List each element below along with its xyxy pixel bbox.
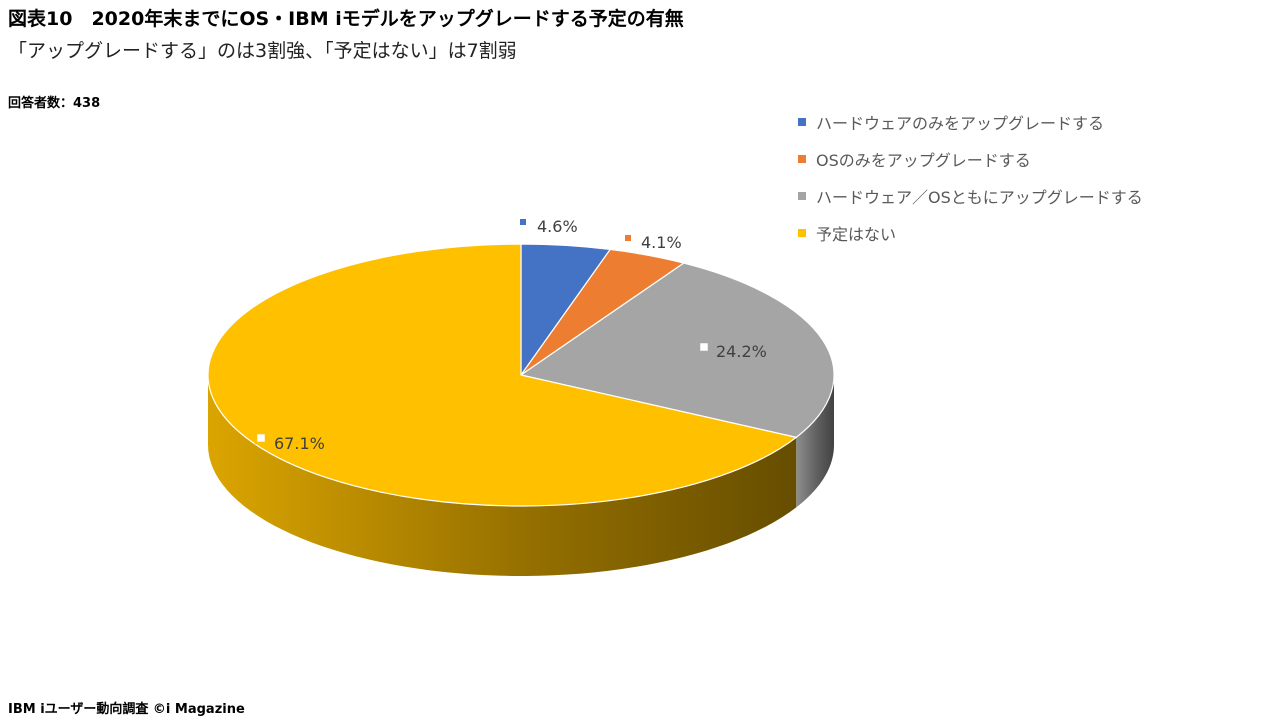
legend-swatch-no-plan — [798, 229, 806, 237]
legend-label-hardware-only: ハードウェアのみをアップグレードする — [816, 114, 1105, 133]
legend-swatch-os-only — [798, 155, 806, 163]
legend-swatch-hardware-only — [798, 118, 806, 126]
pie-slice-no-plan — [207, 243, 797, 507]
data-label-hardware-only: 4.6% — [537, 217, 578, 236]
legend-item-os-only: OSのみをアップグレードする — [798, 147, 1143, 171]
data-label-marker-hardware-and-os — [697, 340, 711, 354]
legend-item-hardware-only: ハードウェアのみをアップグレードする — [798, 110, 1143, 134]
data-label-os-only: 4.1% — [641, 233, 682, 252]
chart-legend: ハードウェアのみをアップグレードする OSのみをアップグレードする ハードウェア… — [798, 110, 1143, 258]
legend-label-hardware-and-os: ハードウェア／OSともにアップグレードする — [816, 188, 1143, 207]
pie-slice-hardware-and-os — [520, 262, 835, 438]
data-label-hardware-and-os: 24.2% — [716, 342, 767, 361]
data-label-marker-hardware-only — [520, 219, 526, 225]
source-credit: IBM iユーザー動向調査 ©i Magazine — [8, 702, 245, 717]
data-label-marker-no-plan — [254, 431, 268, 445]
legend-item-hardware-and-os: ハードウェア／OSともにアップグレードする — [798, 184, 1143, 208]
legend-label-no-plan: 予定はない — [816, 225, 897, 244]
chart-title: 図表10 2020年末までにOS・IBM iモデルをアップグレードする予定の有無 — [8, 8, 684, 30]
legend-label-os-only: OSのみをアップグレードする — [816, 151, 1031, 170]
data-label-marker-os-only — [625, 235, 631, 241]
legend-item-no-plan: 予定はない — [798, 221, 1143, 245]
legend-swatch-hardware-and-os — [798, 192, 806, 200]
data-label-no-plan: 67.1% — [274, 434, 325, 453]
chart-subtitle: 「アップグレードする」のは3割強、「予定はない」は7割弱 — [8, 40, 517, 62]
respondent-count: 回答者数：438 — [8, 96, 101, 111]
pie-side-no-plan — [208, 375, 797, 576]
